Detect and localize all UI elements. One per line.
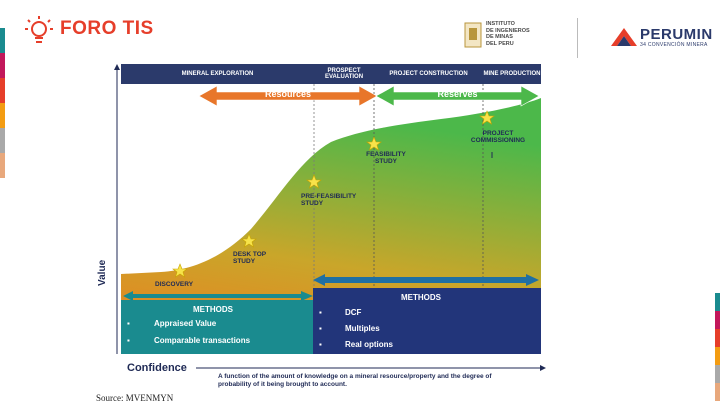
stage-commissioning: PROJECT COMMISSIONING <box>470 130 526 144</box>
value-axis-arrow <box>114 64 120 354</box>
institute-line: DE MINAS <box>486 34 513 40</box>
bullet: ▪ <box>319 340 322 349</box>
method-item: Multiples <box>345 324 380 333</box>
header-divider <box>577 18 578 58</box>
phase-header: MINERAL EXPLORATION PROSPECT EVALUATION … <box>121 64 541 84</box>
bullet: ▪ <box>319 324 322 333</box>
phase-exploration: MINERAL EXPLORATION <box>181 70 254 77</box>
confidence-axis-label: Confidence <box>127 362 187 374</box>
institute-line: DEL PERU <box>486 40 514 47</box>
phase-production: MINE PRODUCTION <box>483 70 541 77</box>
reserves-label: Reserves <box>437 89 478 99</box>
resources-label: Resources <box>264 89 312 99</box>
institute-line: INSTITUTO <box>486 21 515 27</box>
institute-line: DE INGENIEROS <box>486 27 530 34</box>
method-item: Real options <box>345 340 394 349</box>
star-icon <box>306 174 322 189</box>
stage-discovery: DISCOVERY <box>155 281 194 288</box>
bullet: ▪ <box>127 336 130 345</box>
confidence-axis-arrow <box>196 365 546 371</box>
perumin-logo: PERUMIN <box>640 26 713 43</box>
stage-feasibility: FEASIBILITY STUDY <box>366 151 406 165</box>
perumin-mountain-icon <box>611 28 637 46</box>
source-note: Source: MVENMYN <box>96 393 174 403</box>
methods-left-panel: METHODS ▪ Appraised Value ▪ Comparable t… <box>121 300 313 354</box>
foro-tis-logo: FORO TIS <box>60 18 154 39</box>
methods-right-title: METHODS <box>401 293 441 302</box>
star-icon <box>479 110 495 125</box>
institute-seal-icon <box>464 22 482 48</box>
footnote: A function of the amount of knowledge on… <box>218 373 492 388</box>
lightbulb-icon <box>25 16 53 43</box>
phase-prospect: PROSPECT EVALUATION <box>324 67 364 81</box>
phase-construction: PROJECT CONSTRUCTION <box>389 70 468 77</box>
valuation-diagram: MINERAL EXPLORATION PROSPECT EVALUATION … <box>121 64 541 354</box>
method-item: Comparable transactions <box>154 336 251 345</box>
value-axis-label: Value <box>97 259 108 286</box>
star-icon <box>172 263 188 278</box>
star-icon <box>241 233 257 248</box>
stage-prefeasibility: PRE-FEASIBILITY STUDY <box>301 193 357 207</box>
bullet: ▪ <box>127 319 130 328</box>
methods-right-panel: METHODS ▪ DCF ▪ Multiples ▪ Real options <box>313 288 541 354</box>
reserves-arrow <box>375 85 540 107</box>
perumin-subtitle: 34 CONVENCIÓN MINERA <box>640 42 708 48</box>
methods-right-arrow <box>313 274 539 286</box>
methods-left-title: METHODS <box>193 305 233 314</box>
star-icon <box>366 136 382 151</box>
stage-desktop: DESK TOP STUDY <box>233 251 266 265</box>
institute-name: INSTITUTO DE INGENIEROS DE MINAS DEL PER… <box>486 21 556 47</box>
method-item: DCF <box>345 308 362 317</box>
bullet: ▪ <box>319 308 322 317</box>
methods-left-arrow <box>123 291 313 301</box>
method-item: Appraised Value <box>154 319 217 328</box>
